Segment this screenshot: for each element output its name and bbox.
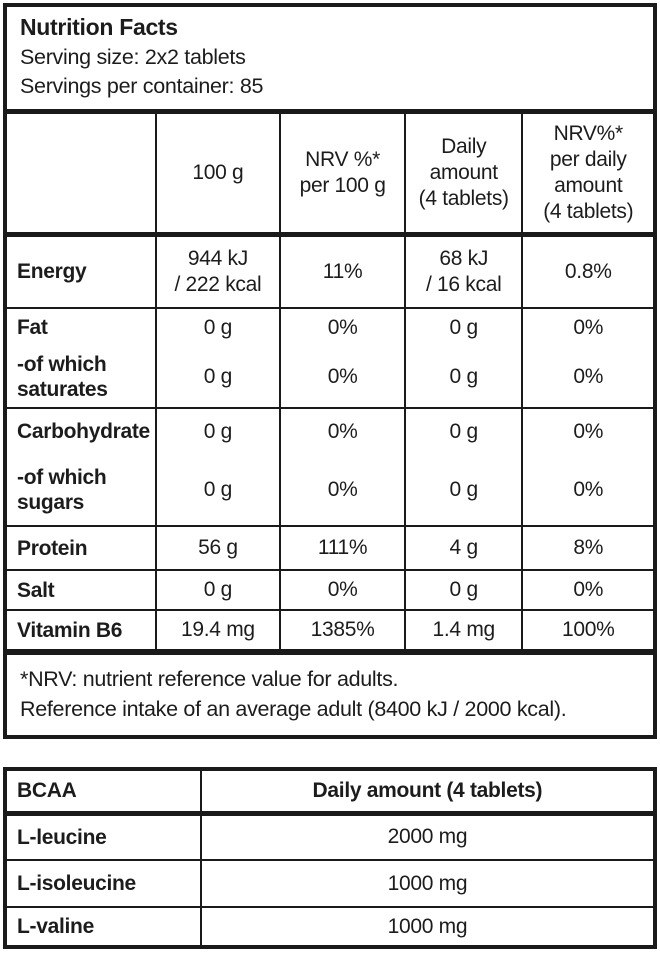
vitamin-b6-nrv-per-daily: 100% (521, 609, 654, 653)
row-label-l-valine: L-valine (6, 906, 202, 946)
nutrition-table-header-row: 100 g NRV %* per 100 g Daily amount (4 t… (6, 113, 654, 237)
fat-nrv-per-daily: 0% (521, 307, 654, 346)
sugars-daily-amount: 0 g (403, 454, 524, 527)
column-header-blank (6, 113, 157, 237)
row-label-fat: Fat (6, 307, 157, 346)
row-carbohydrate: Carbohydrate 0 g 0% 0 g 0% (6, 407, 654, 454)
saturates-nrv-per-100g: 0% (279, 346, 406, 409)
salt-nrv-per-100g: 0% (279, 569, 406, 611)
footnote-row: *NRV: nutrient reference value for adult… (6, 649, 654, 736)
nutrition-facts-title: Nutrition Facts (20, 14, 178, 40)
row-l-leucine: L-leucine 2000 mg (6, 812, 655, 861)
row-label-saturates: -of which saturates (6, 346, 157, 409)
row-label-l-leucine: L-leucine (6, 812, 202, 861)
row-vitamin-b6: Vitamin B6 19.4 mg 1385% 1.4 mg 100% (6, 609, 654, 653)
bcaa-header-row: BCAA Daily amount (4 tablets) (6, 770, 655, 816)
row-protein: Protein 56 g 111% 4 g 8% (6, 525, 654, 571)
energy-nrv-per-100g: 11% (279, 233, 406, 309)
sugars-per-100g: 0 g (154, 454, 282, 527)
nutrition-table: 100 g NRV %* per 100 g Daily amount (4 t… (6, 113, 654, 736)
protein-daily-amount: 4 g (403, 525, 524, 571)
row-salt: Salt 0 g 0% 0 g 0% (6, 569, 654, 611)
nutrition-facts-box: Nutrition Facts Serving size: 2x2 tablet… (3, 3, 657, 739)
carbohydrate-nrv-per-daily: 0% (521, 407, 654, 454)
salt-per-100g: 0 g (154, 569, 282, 611)
label-header: Nutrition Facts Serving size: 2x2 tablet… (7, 7, 653, 114)
protein-nrv-per-daily: 8% (521, 525, 654, 571)
bcaa-table: BCAA Daily amount (4 tablets) L-leucine … (6, 770, 655, 946)
protein-per-100g: 56 g (154, 525, 282, 571)
row-l-isoleucine: L-isoleucine 1000 mg (6, 859, 655, 908)
vitamin-b6-nrv-per-100g: 1385% (279, 609, 406, 653)
servings-per-container-text: Servings per container: 85 (20, 74, 264, 98)
row-fat: Fat 0 g 0% 0 g 0% (6, 307, 654, 346)
energy-per-100g: 944 kJ / 222 kcal (154, 233, 282, 309)
l-valine-daily-amount: 1000 mg (199, 906, 655, 946)
salt-nrv-per-daily: 0% (521, 569, 654, 611)
salt-daily-amount: 0 g (403, 569, 524, 611)
carbohydrate-per-100g: 0 g (154, 407, 282, 454)
carbohydrate-nrv-per-100g: 0% (279, 407, 406, 454)
energy-nrv-per-daily: 0.8% (521, 233, 654, 309)
column-header-daily-amount: Daily amount (4 tablets) (403, 113, 524, 237)
section-gap (3, 739, 657, 767)
sugars-nrv-per-daily: 0% (521, 454, 654, 527)
column-header-nrv-per-100g: NRV %* per 100 g (279, 113, 406, 237)
column-header-100g: 100 g (154, 113, 282, 237)
bcaa-column-header: BCAA (6, 770, 202, 816)
protein-nrv-per-100g: 111% (279, 525, 406, 571)
row-label-vitamin-b6: Vitamin B6 (6, 609, 157, 653)
nrv-footnote: *NRV: nutrient reference value for adult… (6, 649, 654, 736)
fat-nrv-per-100g: 0% (279, 307, 406, 346)
row-label-l-isoleucine: L-isoleucine (6, 859, 202, 908)
vitamin-b6-per-100g: 19.4 mg (154, 609, 282, 653)
row-label-protein: Protein (6, 525, 157, 571)
row-energy: Energy 944 kJ / 222 kcal 11% 68 kJ / 16 … (6, 233, 654, 309)
saturates-per-100g: 0 g (154, 346, 282, 409)
column-header-nrv-per-daily-amount: NRV%* per daily amount (4 tablets) (521, 113, 654, 237)
carbohydrate-daily-amount: 0 g (403, 407, 524, 454)
vitamin-b6-daily-amount: 1.4 mg (403, 609, 524, 653)
fat-per-100g: 0 g (154, 307, 282, 346)
saturates-daily-amount: 0 g (403, 346, 524, 409)
row-saturates: -of which saturates 0 g 0% 0 g 0% (6, 346, 654, 409)
bcaa-daily-amount-column-header: Daily amount (4 tablets) (199, 770, 655, 816)
row-sugars: -of which sugars 0 g 0% 0 g 0% (6, 454, 654, 527)
row-l-valine: L-valine 1000 mg (6, 906, 655, 946)
energy-daily-amount: 68 kJ / 16 kcal (403, 233, 524, 309)
row-label-sugars: -of which sugars (6, 454, 157, 527)
saturates-nrv-per-daily: 0% (521, 346, 654, 409)
serving-size-text: Serving size: 2x2 tablets (20, 45, 246, 69)
bcaa-box: BCAA Daily amount (4 tablets) L-leucine … (3, 767, 657, 949)
l-isoleucine-daily-amount: 1000 mg (199, 859, 655, 908)
fat-daily-amount: 0 g (403, 307, 524, 346)
row-label-energy: Energy (6, 233, 157, 309)
row-label-carbohydrate: Carbohydrate (6, 407, 157, 454)
row-label-salt: Salt (6, 569, 157, 611)
sugars-nrv-per-100g: 0% (279, 454, 406, 527)
l-leucine-daily-amount: 2000 mg (199, 812, 655, 861)
